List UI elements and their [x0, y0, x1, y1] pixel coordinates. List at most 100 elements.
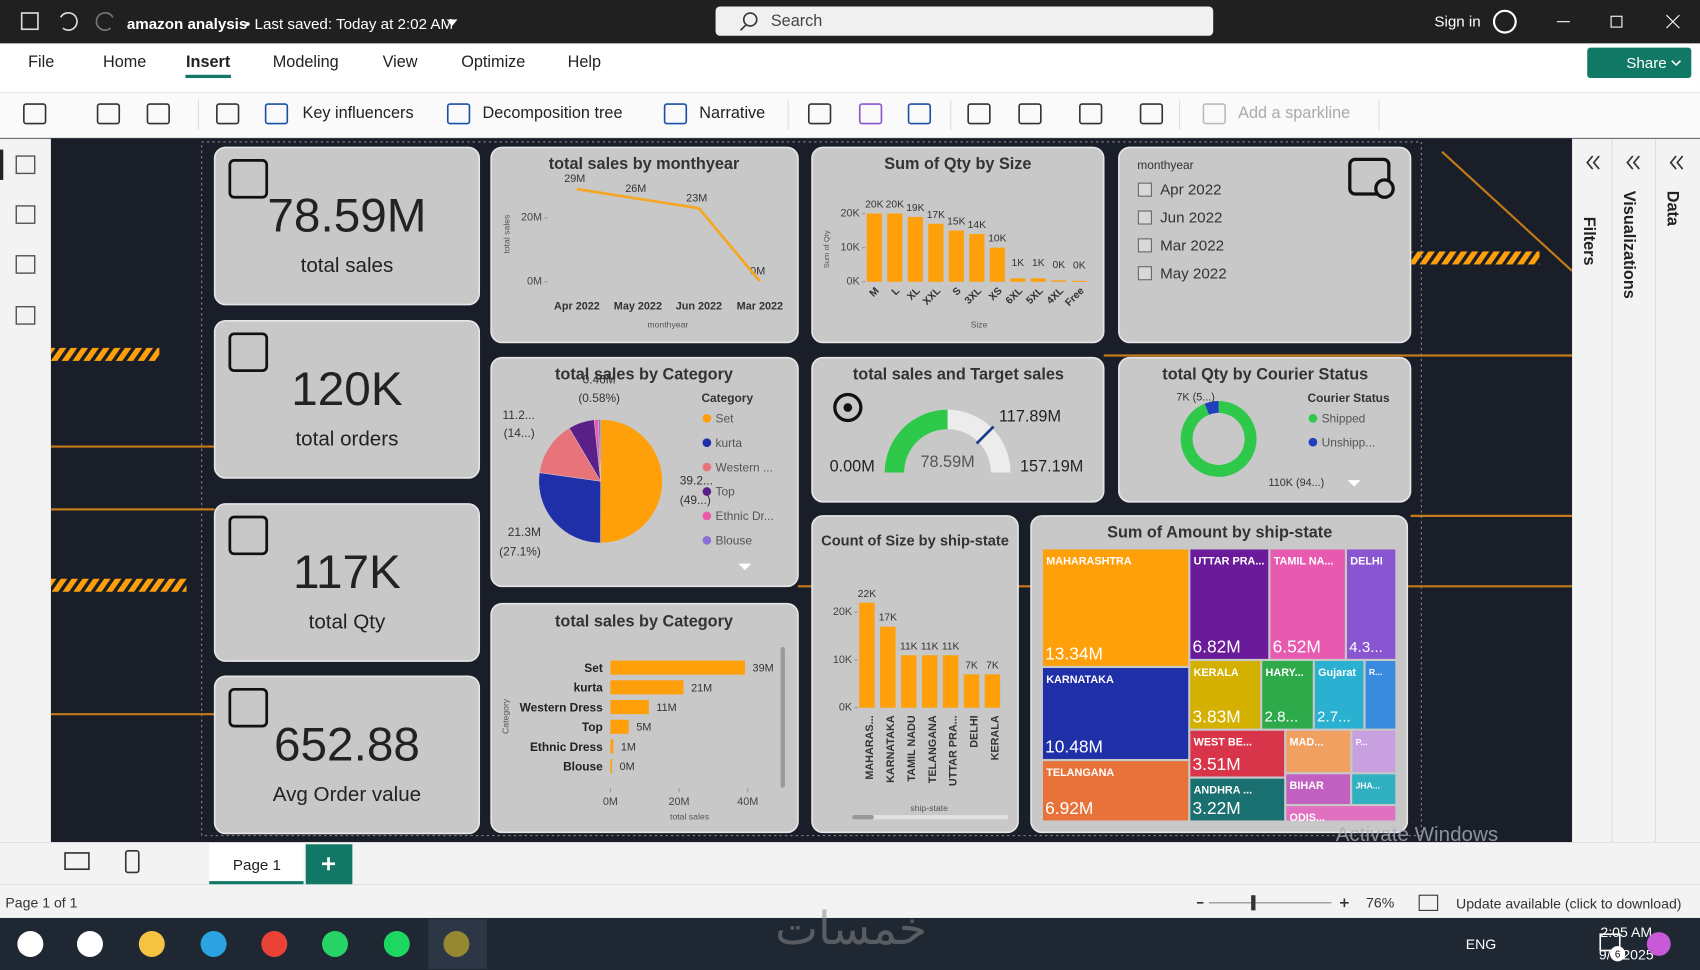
menu-item[interactable]: Optimize: [461, 53, 525, 71]
data-label: 11K: [921, 641, 939, 652]
page-tab[interactable]: [209, 843, 304, 885]
bar: [948, 230, 964, 282]
taskbar-app[interactable]: [200, 930, 227, 957]
search-text: Search: [771, 12, 823, 30]
ribbon-item[interactable]: Decomposition tree: [482, 104, 622, 122]
slicer-checkbox[interactable]: [1137, 210, 1152, 225]
bar: [610, 719, 629, 734]
file-name: amazon analysis: [127, 16, 247, 33]
menu-item[interactable]: Home: [103, 53, 146, 71]
menu-item[interactable]: Help: [568, 53, 601, 71]
slicer-item[interactable]: Mar 2022: [1160, 237, 1224, 254]
tile-value: 3.83M: [1193, 706, 1241, 726]
donut-slice: [1180, 401, 1257, 477]
slicer-item[interactable]: Apr 2022: [1160, 182, 1222, 199]
taskbar-app[interactable]: [76, 930, 103, 957]
notification-count: 6: [1615, 949, 1620, 960]
pane-title[interactable]: Data: [1664, 191, 1682, 227]
legend-swatch: [702, 414, 712, 423]
tile-name: MAD...: [1290, 737, 1324, 749]
ribbon-icon: [23, 103, 47, 125]
taskbar-app[interactable]: [383, 930, 410, 957]
x-axis-label: monthyear: [647, 319, 688, 329]
legend-item[interactable]: Set: [716, 412, 735, 426]
ribbon-item[interactable]: Narrative: [699, 104, 765, 122]
slicer-item[interactable]: Jun 2022: [1160, 210, 1222, 227]
legend-item[interactable]: kurta: [716, 436, 743, 450]
sign-in[interactable]: Sign in: [1434, 14, 1480, 31]
legend-item[interactable]: Ethnic Dr...: [716, 509, 774, 523]
data-label: 15K: [947, 217, 965, 228]
calendar-pin: [1374, 178, 1395, 199]
bar: [901, 655, 917, 708]
nav-icon: [15, 155, 36, 175]
x-tick-label: MAHARAS...: [864, 715, 876, 779]
menu-item[interactable]: File: [28, 53, 54, 71]
page-tab-label[interactable]: Page 1: [233, 857, 281, 874]
zoom-thumb[interactable]: [1251, 895, 1256, 911]
status-update[interactable]: Update available (click to download): [1456, 896, 1681, 912]
legend-title: Category: [701, 391, 753, 405]
y-tick-label: 10K: [833, 654, 853, 666]
legend-item[interactable]: Shipped: [1322, 412, 1366, 426]
x-tick-label: TAMIL NADU: [906, 715, 918, 782]
legend-item[interactable]: Top: [716, 485, 736, 499]
bar: [1030, 278, 1046, 282]
menu-item[interactable]: Modeling: [273, 53, 339, 71]
slicer-checkbox[interactable]: [1137, 266, 1152, 281]
tile-name: DELHI: [1350, 555, 1383, 567]
search-box[interactable]: [715, 6, 1214, 36]
tile-name: KERALA: [1194, 667, 1239, 679]
scrollbar: [852, 815, 1009, 820]
legend-item[interactable]: Blouse: [716, 534, 753, 548]
watermark-title: Activate Windows: [1336, 823, 1498, 846]
taskbar-app[interactable]: [17, 930, 44, 957]
share-button[interactable]: [1587, 47, 1692, 79]
data-label: 0K: [1053, 260, 1066, 271]
y-tick-label: Set: [584, 661, 603, 675]
y-axis-label: Sum of Qty: [822, 230, 831, 268]
x-axis-label: total sales: [670, 811, 710, 821]
share-text: Share: [1626, 55, 1666, 72]
legend-swatch: [1308, 414, 1318, 423]
menu-item[interactable]: Insert: [186, 53, 231, 71]
slicer-checkbox[interactable]: [1137, 182, 1152, 197]
treemap-tile: [1042, 549, 1189, 666]
legend-item[interactable]: Western ...: [716, 460, 773, 474]
notification-icon: [1599, 933, 1621, 952]
data-label: 14K: [968, 220, 986, 231]
taskbar-app[interactable]: [138, 930, 165, 957]
tile-name: ANDHRA ...: [1194, 784, 1253, 796]
fit-icon: [1418, 894, 1439, 911]
gauge-min-label: 0.00M: [830, 457, 875, 475]
left-nav: [0, 138, 51, 843]
tile-name: BIHAR: [1290, 780, 1324, 792]
ribbon-icon: [807, 103, 832, 125]
pane-title[interactable]: Filters: [1580, 217, 1598, 266]
pane-title[interactable]: Visualizations: [1620, 191, 1638, 299]
menu-active-underline: [185, 74, 231, 79]
menu-item[interactable]: View: [383, 53, 418, 71]
legend-item[interactable]: Unshipp...: [1322, 435, 1376, 449]
taskbar-app[interactable]: [261, 930, 288, 957]
y-tick-label: 0M: [527, 276, 542, 288]
nav-icon: [15, 205, 36, 224]
ribbon: [0, 92, 1700, 138]
ribbon-icon: [1139, 103, 1164, 125]
tile-value: 3.22M: [1193, 798, 1241, 818]
data-label: 21.3M: [508, 525, 541, 539]
treemap-tile: [1286, 730, 1351, 773]
slicer-item[interactable]: May 2022: [1160, 265, 1227, 282]
tile-name: Gujarat: [1318, 667, 1356, 679]
treemap-tile: [1286, 774, 1351, 804]
ribbon-item[interactable]: Key influencers: [302, 104, 413, 122]
taskbar-app[interactable]: [322, 930, 349, 957]
slicer-checkbox[interactable]: [1137, 238, 1152, 253]
data-label: 1K: [1012, 258, 1025, 269]
panes: [1572, 138, 1700, 843]
saved-status: • Last saved: Today at 2:02 AM: [245, 16, 453, 33]
data-label: 0K: [1073, 260, 1086, 271]
bar: [880, 626, 896, 708]
